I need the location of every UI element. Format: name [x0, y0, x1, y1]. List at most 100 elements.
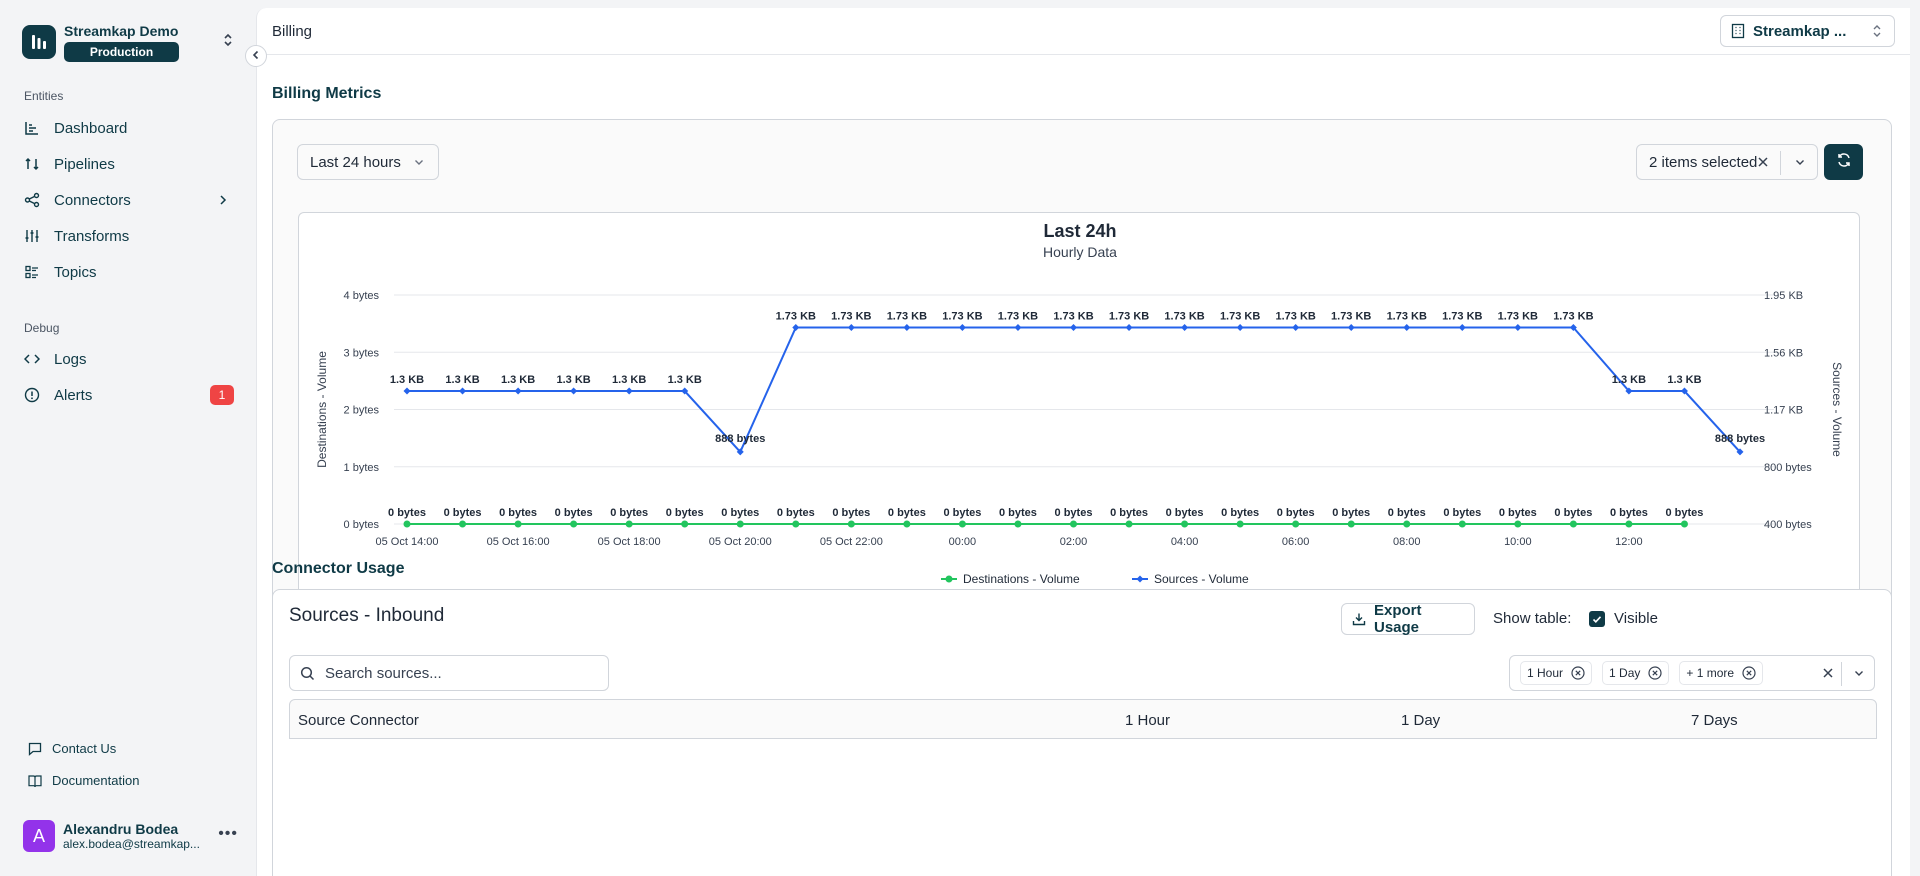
data-point[interactable] [1680, 387, 1688, 395]
data-point[interactable] [1292, 324, 1300, 332]
checkbox-checked-icon[interactable] [1589, 610, 1605, 627]
data-point[interactable] [1403, 520, 1411, 528]
data-point[interactable] [1569, 520, 1577, 528]
data-point[interactable] [1181, 520, 1189, 528]
column-header-1-day[interactable]: 1 Day [1401, 712, 1441, 729]
more-options-icon[interactable]: ••• [218, 825, 238, 842]
data-point[interactable] [1625, 520, 1633, 528]
chevrons-updown-icon [1872, 24, 1882, 39]
remove-chip-icon[interactable] [1742, 666, 1756, 680]
time-range-select[interactable]: Last 24 hours [297, 144, 439, 180]
data-label: 0 bytes [832, 507, 870, 519]
period-filter[interactable]: 1 Hour 1 Day + 1 more [1509, 655, 1875, 691]
data-label: 1.73 KB [1275, 311, 1315, 323]
filter-chip-1-day[interactable]: 1 Day [1602, 661, 1670, 685]
documentation-label: Documentation [52, 773, 140, 788]
data-point[interactable] [1125, 520, 1133, 528]
data-point[interactable] [403, 520, 411, 528]
remove-chip-icon[interactable] [1571, 666, 1585, 680]
data-point[interactable] [625, 387, 633, 395]
filter-chip-1-hour[interactable]: 1 Hour [1520, 661, 1593, 685]
data-point[interactable] [403, 387, 411, 395]
data-point[interactable] [1736, 448, 1744, 456]
data-point[interactable] [1181, 324, 1189, 332]
sidebar-item-connectors[interactable]: Connectors [22, 185, 234, 215]
data-point[interactable] [625, 520, 633, 528]
data-point[interactable] [1680, 520, 1688, 528]
data-point[interactable] [1236, 520, 1244, 528]
data-point[interactable] [570, 387, 578, 395]
legend-item[interactable]: Destinations - Volume [941, 572, 1080, 586]
data-point[interactable] [1403, 324, 1411, 332]
sidebar-item-logs[interactable]: Logs [22, 344, 234, 374]
data-point[interactable] [1569, 324, 1577, 332]
data-point[interactable] [681, 520, 689, 528]
clear-filter-icon[interactable] [1822, 667, 1834, 679]
documentation-link[interactable]: Documentation [28, 773, 139, 788]
data-point[interactable] [1070, 324, 1077, 332]
contact-us-link[interactable]: Contact Us [28, 741, 116, 756]
data-label: 0 bytes [1388, 507, 1426, 519]
data-point[interactable] [459, 387, 467, 395]
data-point[interactable] [1347, 324, 1355, 332]
data-point[interactable] [792, 324, 800, 332]
data-point[interactable] [1347, 520, 1355, 528]
sidebar-item-alerts[interactable]: Alerts 1 [22, 380, 234, 410]
chevrons-updown-icon[interactable] [222, 32, 234, 50]
data-point[interactable] [736, 448, 744, 456]
legend-item[interactable]: Sources - Volume [1132, 572, 1249, 586]
collapse-sidebar-button[interactable] [245, 45, 267, 67]
data-point[interactable] [958, 324, 966, 332]
data-point[interactable] [1625, 387, 1633, 395]
sidebar-item-dashboard[interactable]: Dashboard [22, 113, 234, 143]
data-point[interactable] [1514, 520, 1522, 528]
data-point[interactable] [1514, 324, 1522, 332]
data-point[interactable] [903, 324, 911, 332]
data-point[interactable] [847, 520, 855, 528]
data-point[interactable] [1458, 520, 1466, 528]
org-switcher[interactable]: Streamkap Demo Production [22, 20, 242, 64]
series-multiselect[interactable]: 2 items selected [1636, 144, 1818, 180]
data-point[interactable] [459, 520, 467, 528]
show-table-toggle[interactable]: Visible [1589, 610, 1658, 627]
data-label: 1.73 KB [1220, 311, 1260, 323]
data-point[interactable] [514, 387, 522, 395]
user-menu[interactable]: A Alexandru Bodea alex.bodea@streamkap..… [23, 819, 238, 853]
data-point[interactable] [1014, 324, 1022, 332]
sidebar-item-topics[interactable]: Topics [22, 257, 234, 287]
column-header-7-days[interactable]: 7 Days [1691, 712, 1738, 729]
data-point[interactable] [1070, 520, 1077, 528]
legend-marker [945, 575, 953, 583]
column-header-source-connector[interactable]: Source Connector [298, 712, 419, 729]
column-header-1-hour[interactable]: 1 Hour [1125, 712, 1171, 729]
chevron-down-icon[interactable] [1854, 668, 1864, 678]
data-point[interactable] [958, 520, 966, 528]
data-point[interactable] [792, 520, 800, 528]
organization-select[interactable]: Streamkap ... [1720, 15, 1895, 47]
data-point[interactable] [1014, 520, 1022, 528]
x-axis-tick-label: 05 Oct 20:00 [709, 536, 772, 548]
sidebar-item-transforms[interactable]: Transforms [22, 221, 234, 251]
refresh-button[interactable] [1824, 144, 1863, 180]
data-point[interactable] [514, 520, 522, 528]
search-sources[interactable] [289, 655, 609, 691]
data-point[interactable] [570, 520, 578, 528]
data-point[interactable] [736, 520, 744, 528]
breadcrumb[interactable]: Billing [272, 23, 313, 40]
search-input[interactable] [325, 664, 585, 682]
data-point[interactable] [1292, 520, 1300, 528]
sidebar-item-pipelines[interactable]: Pipelines [22, 149, 234, 179]
data-point[interactable] [847, 324, 855, 332]
export-usage-button[interactable]: Export Usage [1341, 602, 1475, 636]
data-point[interactable] [1125, 324, 1133, 332]
data-point[interactable] [1236, 324, 1244, 332]
filter-chip-more[interactable]: + 1 more [1679, 661, 1764, 685]
clear-selection-icon[interactable] [1757, 156, 1769, 168]
data-label: 0 bytes [666, 507, 704, 519]
remove-chip-icon[interactable] [1648, 666, 1662, 680]
chevron-down-icon[interactable] [1795, 157, 1805, 167]
data-point[interactable] [681, 387, 689, 395]
data-point[interactable] [1458, 324, 1466, 332]
chart-legend[interactable]: Destinations - Volume Sources - Volume [941, 572, 1249, 586]
data-point[interactable] [903, 520, 911, 528]
